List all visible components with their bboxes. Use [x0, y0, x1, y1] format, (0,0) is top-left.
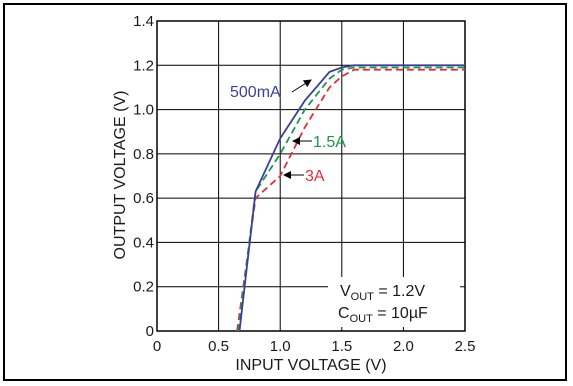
y-tick-label: 0.4 — [133, 234, 154, 251]
y-tick-label: 0.2 — [133, 279, 154, 296]
y-tick-label: 1.0 — [133, 102, 154, 119]
y-tick-label: 0.6 — [133, 190, 154, 207]
series-label-1-5a: 1.5A — [313, 134, 346, 151]
x-tick-label: 2.0 — [393, 338, 414, 355]
arrow-500ma — [291, 79, 312, 93]
y-tick-label: 1.4 — [133, 13, 154, 30]
series-label-3a: 3A — [305, 168, 325, 185]
x-axis-title: INPUT VOLTAGE (V) — [235, 357, 386, 374]
y-tick-label: 0 — [146, 323, 154, 340]
x-tick-label: 0.5 — [208, 338, 229, 355]
cout-annotation: COUT = 10µF — [338, 305, 428, 325]
y-tick-label: 0.8 — [133, 146, 154, 163]
series-line-1-5a — [237, 66, 465, 332]
vout-annotation: VOUT = 1.2V — [340, 283, 425, 303]
y-axis-title: OUTPUT VOLTAGE (V) — [112, 91, 129, 260]
tick-labels: 0 0.5 1.0 1.5 2.0 2.5 0 0.2 0.4 0.6 0.8 1.0 1.2 1.4 — [133, 13, 475, 355]
x-tick-label: 1.0 — [270, 338, 291, 355]
y-tick-label: 1.2 — [133, 57, 154, 74]
annotation-box — [328, 277, 460, 327]
x-tick-label: 1.5 — [331, 338, 352, 355]
series-label-500ma: 500mA — [230, 84, 281, 101]
x-tick-label: 2.5 — [455, 338, 476, 355]
series-layer — [236, 64, 465, 332]
series-line-500ma — [238, 64, 465, 332]
x-tick-label: 0 — [153, 338, 161, 355]
series-line-3a — [236, 68, 465, 332]
